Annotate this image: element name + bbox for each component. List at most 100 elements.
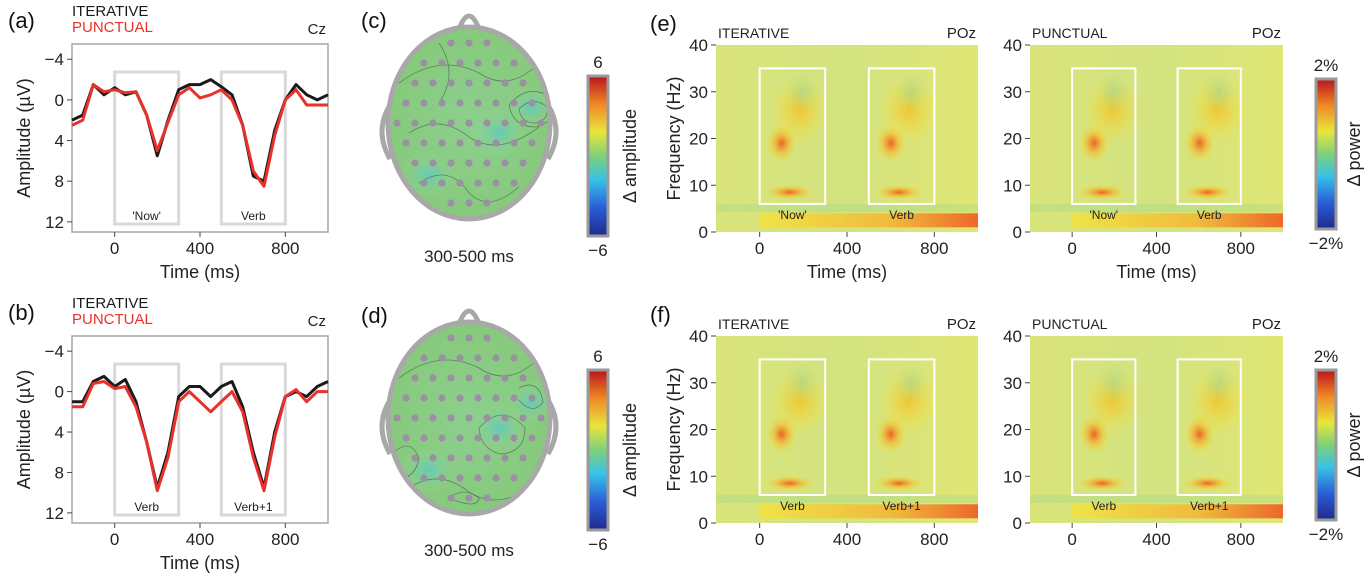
y-tick-label: 30 — [1003, 83, 1022, 102]
electrode-dot — [465, 39, 473, 47]
electrode-dot — [456, 59, 464, 67]
colorbar-max-label: 2% — [1314, 56, 1339, 75]
electrode-dot — [528, 434, 536, 442]
panel-letter: (c) — [361, 8, 387, 33]
x-tick-label: 400 — [1142, 239, 1170, 258]
window-label: 'Now' — [132, 209, 161, 223]
panel-letter: (e) — [650, 11, 677, 36]
y-axis-label: Frequency (Hz) — [664, 76, 684, 200]
electrode-dot — [411, 159, 419, 167]
electrode-dot — [429, 79, 437, 87]
window-label: Verb — [134, 500, 159, 514]
x-tick-label: 0 — [110, 530, 119, 549]
colorbar-label: Δ amplitude — [620, 109, 640, 203]
electrode-dot — [402, 394, 410, 402]
electrode-dot — [501, 159, 509, 167]
window-label: Verb — [241, 209, 266, 223]
series-line-punctual — [72, 380, 328, 493]
tf-alpha-band — [1030, 494, 1283, 503]
x-tick-label: 400 — [186, 530, 214, 549]
tf-power-blob — [1181, 475, 1234, 492]
tf-low-frequency-band — [759, 213, 978, 228]
y-tick-label: 10 — [1003, 467, 1022, 486]
plot-frame — [71, 43, 329, 233]
electrode-dot — [393, 414, 401, 422]
electrode-dot — [519, 374, 527, 382]
electrode-dot — [483, 39, 491, 47]
colorbar-label: Δ power — [1344, 121, 1364, 186]
electrode-dot — [411, 119, 419, 127]
panel-letter-e: (e) — [650, 11, 677, 36]
contour-line — [508, 91, 550, 128]
electrode-dot — [519, 454, 527, 462]
panel-letter-b: (b) — [8, 300, 35, 325]
electrode-dot — [501, 454, 509, 462]
electrode-dot — [483, 374, 491, 382]
field-blob — [469, 402, 529, 454]
y-tick-label: 10 — [689, 467, 708, 486]
window-label: Verb+1 — [234, 500, 273, 514]
legend-iterative: ITERATIVE — [72, 295, 148, 312]
condition-label: ITERATIVE — [718, 25, 789, 41]
y-tick-label: −4 — [45, 342, 64, 361]
electrode-dot — [501, 119, 509, 127]
x-axis-label: Time (ms) — [1116, 262, 1196, 282]
colorbar-min-label: −2% — [1309, 525, 1344, 544]
electrode-label: POz — [947, 316, 976, 333]
y-tick-label: 30 — [689, 83, 708, 102]
electrode-dot — [492, 434, 500, 442]
x-tick-label: 800 — [1227, 530, 1255, 549]
electrode-dot — [456, 179, 464, 187]
electrode-dot — [528, 99, 536, 107]
tf-power-blob — [1201, 360, 1238, 405]
tf-power-blob — [1201, 69, 1238, 114]
x-axis-label: Time (ms) — [160, 553, 240, 573]
electrode-dot — [438, 99, 446, 107]
electrode-dot — [429, 374, 437, 382]
electrode-dot — [447, 494, 455, 502]
electrode-dot — [492, 139, 500, 147]
tf-power-blob — [763, 475, 816, 492]
y-tick-label: 0 — [699, 223, 708, 242]
y-tick-label: 0 — [1013, 223, 1022, 242]
electrode-dot — [492, 394, 500, 402]
electrode-dot — [447, 374, 455, 382]
electrode-dot — [483, 119, 491, 127]
electrode-dot — [465, 199, 473, 207]
topomap-panel-c: 300-500 ms 6 −6 Δ amplitude — [379, 13, 640, 266]
tf-power-blob — [872, 184, 925, 201]
electrode-dot — [483, 159, 491, 167]
y-tick-label: 12 — [45, 504, 64, 523]
plot-frame — [71, 335, 329, 524]
electrode-dot — [429, 119, 437, 127]
electrode-dot — [420, 99, 428, 107]
electrode-dot — [411, 454, 419, 462]
y-tick-label: 0 — [1013, 514, 1022, 533]
electrode-dot — [420, 354, 428, 362]
electrode-dot — [447, 79, 455, 87]
electrode-dot — [483, 334, 491, 342]
electrode-dot — [420, 139, 428, 147]
electrode-dot — [483, 494, 491, 502]
electrode-label: POz — [947, 25, 976, 42]
y-tick-label: 40 — [1003, 36, 1022, 55]
electrode-dot — [447, 119, 455, 127]
electrode-dot — [510, 354, 518, 362]
tf-analysis-window — [1176, 358, 1242, 496]
tf-power-blob — [1076, 475, 1129, 492]
electrode-dot — [393, 119, 401, 127]
contour-line — [398, 357, 540, 379]
electrode-dot — [438, 474, 446, 482]
electrode-dot — [474, 139, 482, 147]
tf-power-blob — [893, 69, 930, 114]
tf-heatmap — [1030, 336, 1283, 523]
electrode-dot — [438, 354, 446, 362]
x-tick-label: 800 — [1227, 239, 1255, 258]
y-tick-label: 0 — [55, 91, 64, 110]
electrode-dot — [402, 139, 410, 147]
tf-alpha-band — [716, 494, 978, 503]
tf-analysis-window — [1071, 358, 1137, 496]
x-tick-label: 800 — [920, 530, 948, 549]
